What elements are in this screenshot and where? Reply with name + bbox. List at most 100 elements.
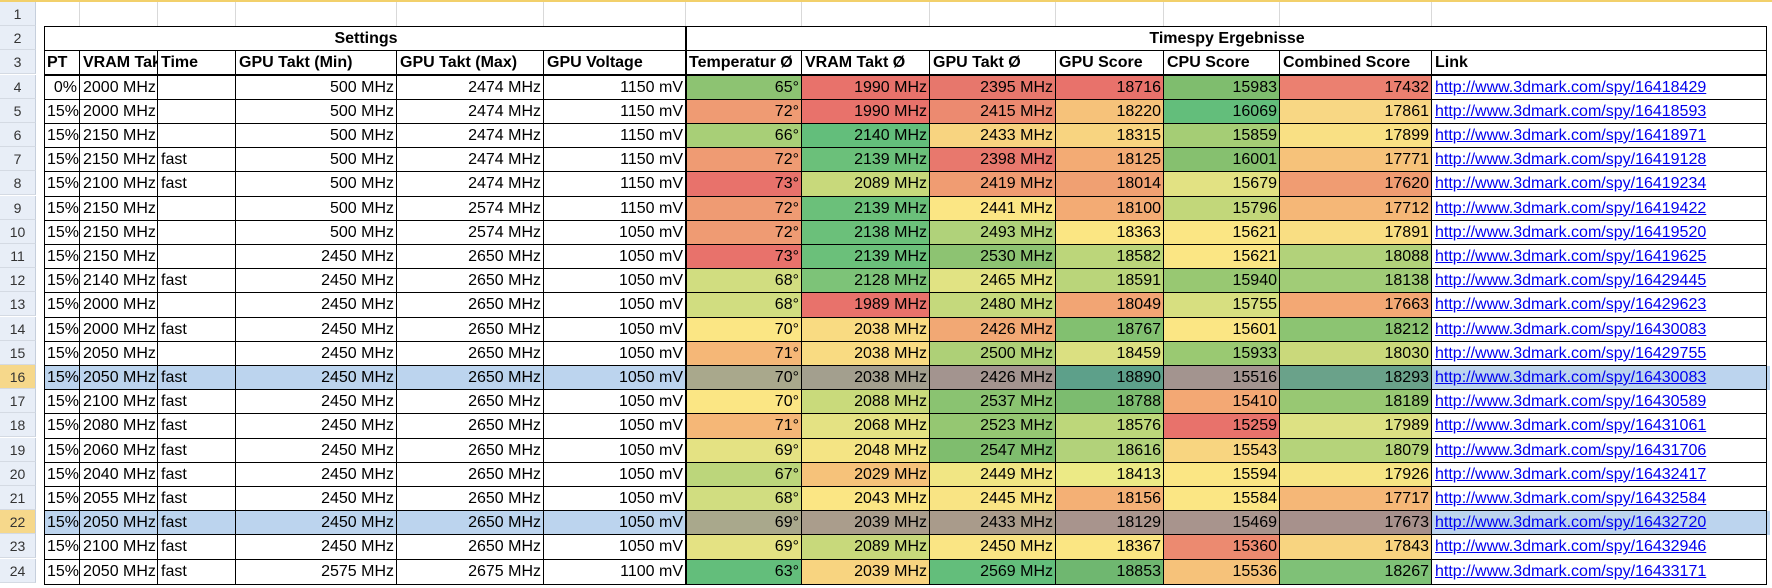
column-header[interactable]: Temperatur Ø	[689, 54, 793, 72]
data-cell[interactable]: 2100 MHz	[83, 393, 156, 411]
data-cell[interactable]: 18582	[1056, 245, 1164, 269]
data-cell[interactable]: 2474 MHz	[468, 151, 541, 169]
row-header[interactable]: 14	[0, 316, 36, 341]
data-cell[interactable]: 17432	[1280, 75, 1432, 100]
data-cell[interactable]: fast	[161, 465, 187, 483]
data-cell[interactable]: fast	[161, 490, 187, 507]
data-cell[interactable]: 15601	[1164, 317, 1280, 342]
data-cell[interactable]: 17771	[1280, 148, 1432, 173]
link-cell[interactable]: http://www.3dmark.com/spy/16432720	[1435, 514, 1707, 532]
data-cell[interactable]: 15360	[1164, 535, 1280, 560]
data-cell[interactable]: 2445 MHz	[930, 487, 1056, 511]
data-cell[interactable]: 2450 MHz	[321, 369, 394, 386]
column-header[interactable]: CPU Score	[1167, 54, 1250, 72]
data-cell[interactable]: 2450 MHz	[321, 320, 394, 338]
data-cell[interactable]: 18890	[1056, 366, 1164, 390]
column-header[interactable]: Combined Score	[1283, 54, 1411, 72]
data-cell[interactable]: 2474 MHz	[468, 127, 541, 144]
row-header[interactable]: 13	[0, 292, 36, 317]
data-cell[interactable]: 18212	[1280, 317, 1432, 342]
data-cell[interactable]: 69°	[686, 511, 802, 536]
data-cell[interactable]: 500 MHz	[329, 223, 394, 241]
data-cell[interactable]: 2441 MHz	[930, 196, 1056, 221]
data-cell[interactable]: 17861	[1280, 99, 1432, 124]
data-cell[interactable]: 17899	[1280, 124, 1432, 148]
data-cell[interactable]: 15983	[1164, 75, 1280, 100]
data-cell[interactable]: 15621	[1164, 245, 1280, 269]
data-cell[interactable]: 1050 mV	[618, 320, 683, 338]
data-cell[interactable]	[158, 197, 236, 221]
data-cell[interactable]: 18100	[1056, 196, 1164, 221]
data-cell[interactable]: 2089 MHz	[802, 172, 930, 197]
row-header[interactable]: 7	[0, 147, 36, 172]
data-cell[interactable]: 1050 mV	[618, 369, 683, 386]
data-cell[interactable]: 2530 MHz	[930, 245, 1056, 269]
data-cell[interactable]: 15%	[47, 562, 80, 580]
link-cell[interactable]: http://www.3dmark.com/spy/16419128	[1435, 151, 1707, 169]
row-header[interactable]: 11	[0, 244, 36, 268]
data-cell[interactable]: 68°	[686, 269, 802, 294]
data-cell[interactable]: 18125	[1056, 148, 1164, 173]
data-cell[interactable]: 18014	[1056, 172, 1164, 197]
data-cell[interactable]: 2395 MHz	[930, 75, 1056, 100]
row-header[interactable]: 8	[0, 171, 36, 196]
data-cell[interactable]: 18189	[1280, 390, 1432, 415]
data-cell[interactable]: 1150 mV	[620, 151, 683, 169]
link-cell[interactable]: http://www.3dmark.com/spy/16431061	[1435, 417, 1707, 435]
column-header[interactable]: GPU Takt (Min)	[239, 54, 353, 72]
data-cell[interactable]: 2050 MHz	[83, 562, 156, 580]
data-cell[interactable]: 15%	[47, 490, 80, 507]
row-header[interactable]: 21	[0, 486, 36, 510]
data-cell[interactable]: 18576	[1056, 414, 1164, 439]
data-cell[interactable]: 2029 MHz	[802, 462, 930, 487]
data-cell[interactable]: 1050 mV	[618, 248, 683, 265]
data-cell[interactable]: 2450 MHz	[321, 393, 394, 411]
data-cell[interactable]: 15%	[47, 344, 80, 362]
data-cell[interactable]: 15%	[47, 272, 80, 290]
data-cell[interactable]: fast	[161, 441, 187, 459]
data-cell[interactable]: 69°	[686, 438, 802, 463]
link-cell[interactable]: http://www.3dmark.com/spy/16429623	[1435, 296, 1707, 314]
data-cell[interactable]: 17663	[1280, 293, 1432, 318]
data-cell[interactable]: 17891	[1280, 220, 1432, 245]
column-header[interactable]: GPU Takt (Max)	[400, 54, 518, 72]
data-cell[interactable]: 500 MHz	[329, 78, 394, 96]
data-cell[interactable]: 1150 mV	[620, 102, 683, 120]
data-cell[interactable]: 500 MHz	[329, 175, 394, 193]
data-cell[interactable]: 18788	[1056, 390, 1164, 415]
data-cell[interactable]: 2043 MHz	[802, 487, 930, 511]
data-cell[interactable]: 2650 MHz	[468, 490, 541, 507]
data-cell[interactable]: 2569 MHz	[930, 559, 1056, 584]
data-cell[interactable]: 1100 mV	[620, 562, 683, 580]
data-cell[interactable]: 2000 MHz	[83, 296, 156, 314]
data-cell[interactable]: fast	[161, 175, 187, 193]
row-header[interactable]: 18	[0, 413, 36, 438]
data-cell[interactable]: 2039 MHz	[802, 511, 930, 536]
data-cell[interactable]	[158, 124, 236, 148]
data-cell[interactable]: 17926	[1280, 462, 1432, 487]
data-cell[interactable]: 72°	[686, 99, 802, 124]
data-cell[interactable]: 72°	[686, 220, 802, 245]
data-cell[interactable]: 2100 MHz	[83, 538, 156, 556]
data-cell[interactable]: 15933	[1164, 341, 1280, 366]
data-cell[interactable]	[158, 76, 236, 100]
link-cell[interactable]: http://www.3dmark.com/spy/16429445	[1435, 272, 1707, 290]
data-cell[interactable]: fast	[161, 320, 187, 338]
data-cell[interactable]: 18220	[1056, 99, 1164, 124]
column-header[interactable]: VRAM Takt Ø	[805, 54, 906, 72]
data-cell[interactable]: 15%	[47, 248, 80, 265]
link-cell[interactable]: http://www.3dmark.com/spy/16419234	[1435, 175, 1707, 193]
data-cell[interactable]: 17717	[1280, 487, 1432, 511]
data-cell[interactable]: 2080 MHz	[83, 417, 156, 435]
link-cell[interactable]: http://www.3dmark.com/spy/16430083	[1435, 369, 1707, 386]
data-cell[interactable]: 18156	[1056, 487, 1164, 511]
data-cell[interactable]: 2050 MHz	[83, 344, 156, 362]
data-cell[interactable]: 70°	[686, 390, 802, 415]
data-cell[interactable]: 73°	[686, 245, 802, 269]
data-cell[interactable]: 2039 MHz	[802, 559, 930, 584]
data-cell[interactable]: 16069	[1164, 99, 1280, 124]
row-header[interactable]: 23	[0, 534, 36, 559]
data-cell[interactable]: 18767	[1056, 317, 1164, 342]
data-cell[interactable]: fast	[161, 417, 187, 435]
data-cell[interactable]: 15755	[1164, 293, 1280, 318]
